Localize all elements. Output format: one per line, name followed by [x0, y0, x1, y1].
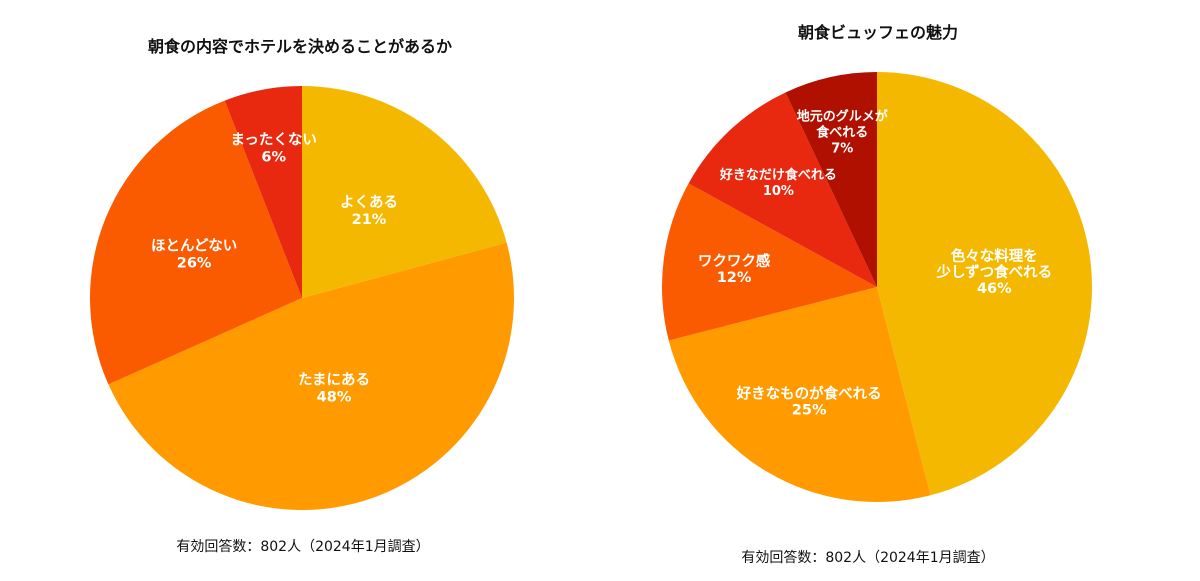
pie-slice	[785, 72, 877, 287]
slice-category-label: よくある	[340, 194, 398, 211]
slice-category-label: ほとんどない	[151, 237, 237, 254]
slice-percent-label: 25%	[792, 403, 827, 419]
pie-slices	[89, 86, 515, 511]
pie-slice	[668, 287, 931, 503]
slice-category-label: 食べれる	[816, 125, 868, 141]
slice-category-label: 好きなだけ食べれる	[719, 167, 837, 183]
respondents-note: 有効回答数：802人（2024年1月調査）	[176, 538, 429, 555]
pie-slice	[108, 242, 515, 511]
slice-percent-label: 26%	[177, 255, 212, 271]
pie-slice	[89, 100, 302, 385]
slice-category-label: 好きなものが食べれる	[736, 385, 882, 403]
slice-category-label: たまにある	[298, 371, 370, 388]
pie-slice	[224, 86, 302, 298]
chart-title: 朝食ビュッフェの魅力	[798, 23, 958, 42]
slice-category-label: 少しずつ食べれる	[935, 263, 1052, 281]
slice-category-label: まったくない	[230, 132, 316, 149]
respondents-note: 有効回答数：802人（2024年1月調査）	[741, 549, 994, 566]
pie-slice	[877, 72, 1093, 496]
chart-title: 朝食の内容でホテルを決めることがあるか	[148, 37, 452, 56]
slice-percent-label: 46%	[977, 281, 1012, 297]
pie-slice	[688, 92, 877, 287]
pie-slice	[302, 86, 507, 298]
slice-percent-label: 6%	[261, 150, 286, 166]
slice-percent-label: 48%	[317, 389, 352, 405]
slice-category-label: 色々な料理を	[951, 247, 1038, 265]
slice-percent-label: 10%	[763, 184, 794, 199]
slice-category-label: 地元のグルメが	[797, 109, 888, 125]
slice-percent-label: 21%	[352, 212, 387, 228]
slice-percent-label: 12%	[717, 270, 752, 286]
slice-percent-label: 7%	[831, 142, 853, 157]
pie-slices	[662, 72, 1093, 503]
pie-slice	[662, 183, 877, 341]
slice-category-label: ワクワク感	[698, 252, 771, 270]
